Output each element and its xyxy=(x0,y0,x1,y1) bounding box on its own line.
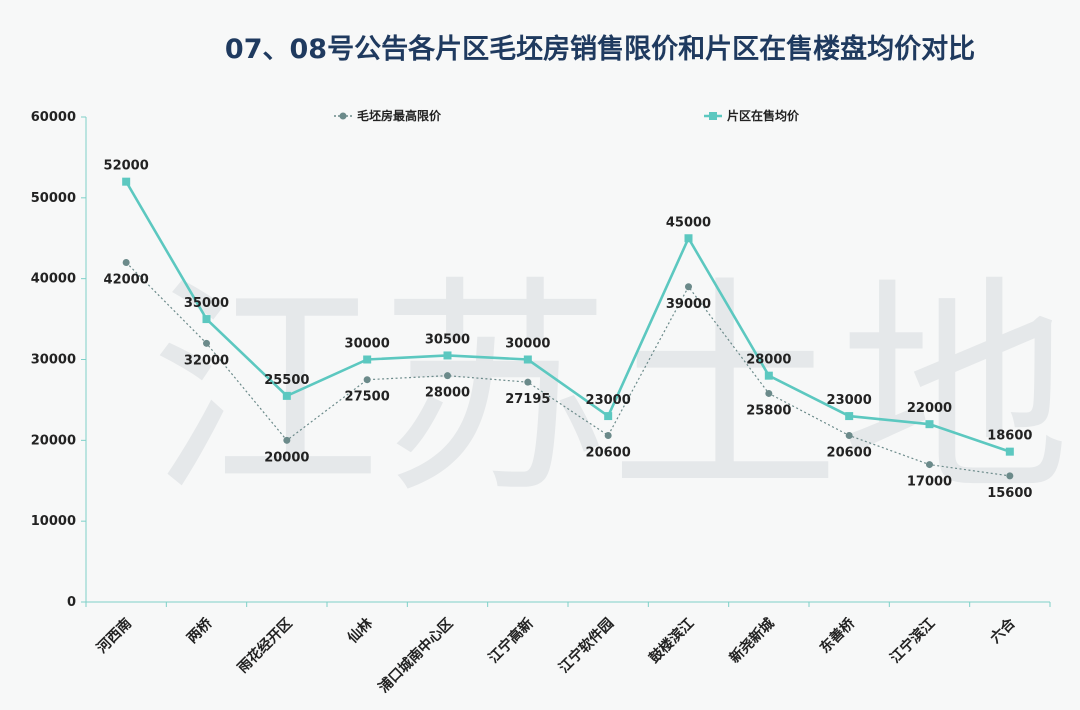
series-2-data-label: 30000 xyxy=(505,337,550,352)
series-1-point xyxy=(524,378,532,386)
x-tick-label: 东善桥 xyxy=(816,614,858,656)
series-2-data-label: 35000 xyxy=(184,296,229,311)
x-tick-label: 河西南 xyxy=(93,615,135,657)
y-tick-label: 50000 xyxy=(31,191,76,206)
series-2-point xyxy=(845,412,854,421)
x-tick-label: 雨花经开区 xyxy=(234,615,296,677)
series-1-data-label: 25800 xyxy=(746,403,791,418)
x-tick-label: 江宁高新 xyxy=(485,615,537,667)
chart-title: 07、08号公告各片区毛坯房销售限价和片区在售楼盘均价对比 xyxy=(225,33,975,65)
series-2-data-label: 25500 xyxy=(264,373,309,388)
x-tick-label: 仙林 xyxy=(344,615,376,647)
y-tick-label: 60000 xyxy=(31,110,76,125)
series-2-point xyxy=(363,355,372,364)
series-1-point xyxy=(765,389,773,397)
watermark-text: 江苏土地 xyxy=(150,258,1070,525)
series-1-point xyxy=(604,431,612,439)
series-2-point xyxy=(925,420,934,429)
y-tick-label: 0 xyxy=(67,595,76,610)
series-2-point xyxy=(1005,447,1014,456)
series-line-2 xyxy=(125,181,1011,453)
series-2-data-label: 18600 xyxy=(987,429,1032,444)
series-1-data-label: 15600 xyxy=(987,486,1032,501)
series-2-point xyxy=(202,315,211,324)
legend-label-series-1: 毛坯房最高限价 xyxy=(357,108,442,123)
series-2-data-label: 28000 xyxy=(746,353,791,368)
x-tick-label: 两桥 xyxy=(184,614,217,647)
series-2-data-label: 52000 xyxy=(104,159,149,174)
series-2-data-label: 30500 xyxy=(425,332,470,347)
series-2-point xyxy=(282,391,291,400)
series-1-point xyxy=(283,436,291,444)
legend: 毛坯房最高限价 片区在售均价 xyxy=(334,108,800,123)
series-1-point xyxy=(845,431,853,439)
series-2-data-label: 45000 xyxy=(666,215,711,230)
series-2-point xyxy=(684,234,693,243)
y-axis-ticks: 0 10000 20000 30000 40000 50000 60000 xyxy=(31,110,86,610)
legend-marker-series-2 xyxy=(709,112,717,120)
series-1-point xyxy=(926,461,933,469)
series-1-point xyxy=(685,283,692,291)
series-2-point xyxy=(122,177,131,186)
data-labels: 42000 32000 20000 27500 28000 27195 20600 39000… xyxy=(104,159,1033,501)
legend-label-series-2: 片区在售均价 xyxy=(727,108,800,123)
series-2-data-label: 23000 xyxy=(827,393,872,408)
y-tick-label: 10000 xyxy=(31,514,76,529)
series-1-point xyxy=(363,376,371,384)
y-tick-label: 30000 xyxy=(31,353,76,368)
series-1-data-label: 42000 xyxy=(104,273,149,288)
series-1-data-label: 17000 xyxy=(907,475,952,490)
series-1-data-label: 32000 xyxy=(184,353,229,368)
series-1-point xyxy=(444,372,451,380)
series-2-data-label: 23000 xyxy=(586,393,631,408)
series-1-data-label: 39000 xyxy=(666,297,711,312)
series-2-point xyxy=(764,371,773,380)
series-1-point xyxy=(122,259,130,266)
x-tick-label: 浦口城南中心区 xyxy=(375,615,456,696)
series-1-point xyxy=(203,339,210,347)
series-layer xyxy=(122,177,1014,480)
series-line-1 xyxy=(125,262,1010,477)
series-1-data-label: 27195 xyxy=(505,392,550,407)
legend-marker-series-1 xyxy=(339,112,347,120)
x-tick-label: 江宁滨江 xyxy=(887,615,939,667)
y-tick-label: 20000 xyxy=(31,433,76,448)
x-axis-ticks: 河西南 两桥 雨花经开区 仙林 浦口城南中心区 江宁高新 江宁软件园 鼓楼滨江 新尧新城 东善桥江… xyxy=(85,602,1051,696)
x-tick-label: 鼓楼滨江 xyxy=(646,615,698,667)
series-2-point xyxy=(523,355,532,364)
series-1-data-label: 20000 xyxy=(264,450,309,465)
series-1-data-label: 27500 xyxy=(345,390,390,405)
series-1-data-label: 20600 xyxy=(827,445,872,460)
series-1-point xyxy=(1006,472,1014,480)
series-2-point xyxy=(604,412,613,421)
x-tick-label: 江宁软件园 xyxy=(555,615,617,677)
y-tick-label: 40000 xyxy=(31,272,76,287)
x-tick-label: 新尧新城 xyxy=(726,615,778,667)
series-2-data-label: 30000 xyxy=(345,337,390,352)
series-2-point xyxy=(443,351,452,360)
x-tick-label: 六合 xyxy=(987,614,1020,647)
series-2-data-label: 22000 xyxy=(907,401,952,416)
series-1-data-label: 20600 xyxy=(586,445,631,460)
series-1-data-label: 28000 xyxy=(425,386,470,401)
